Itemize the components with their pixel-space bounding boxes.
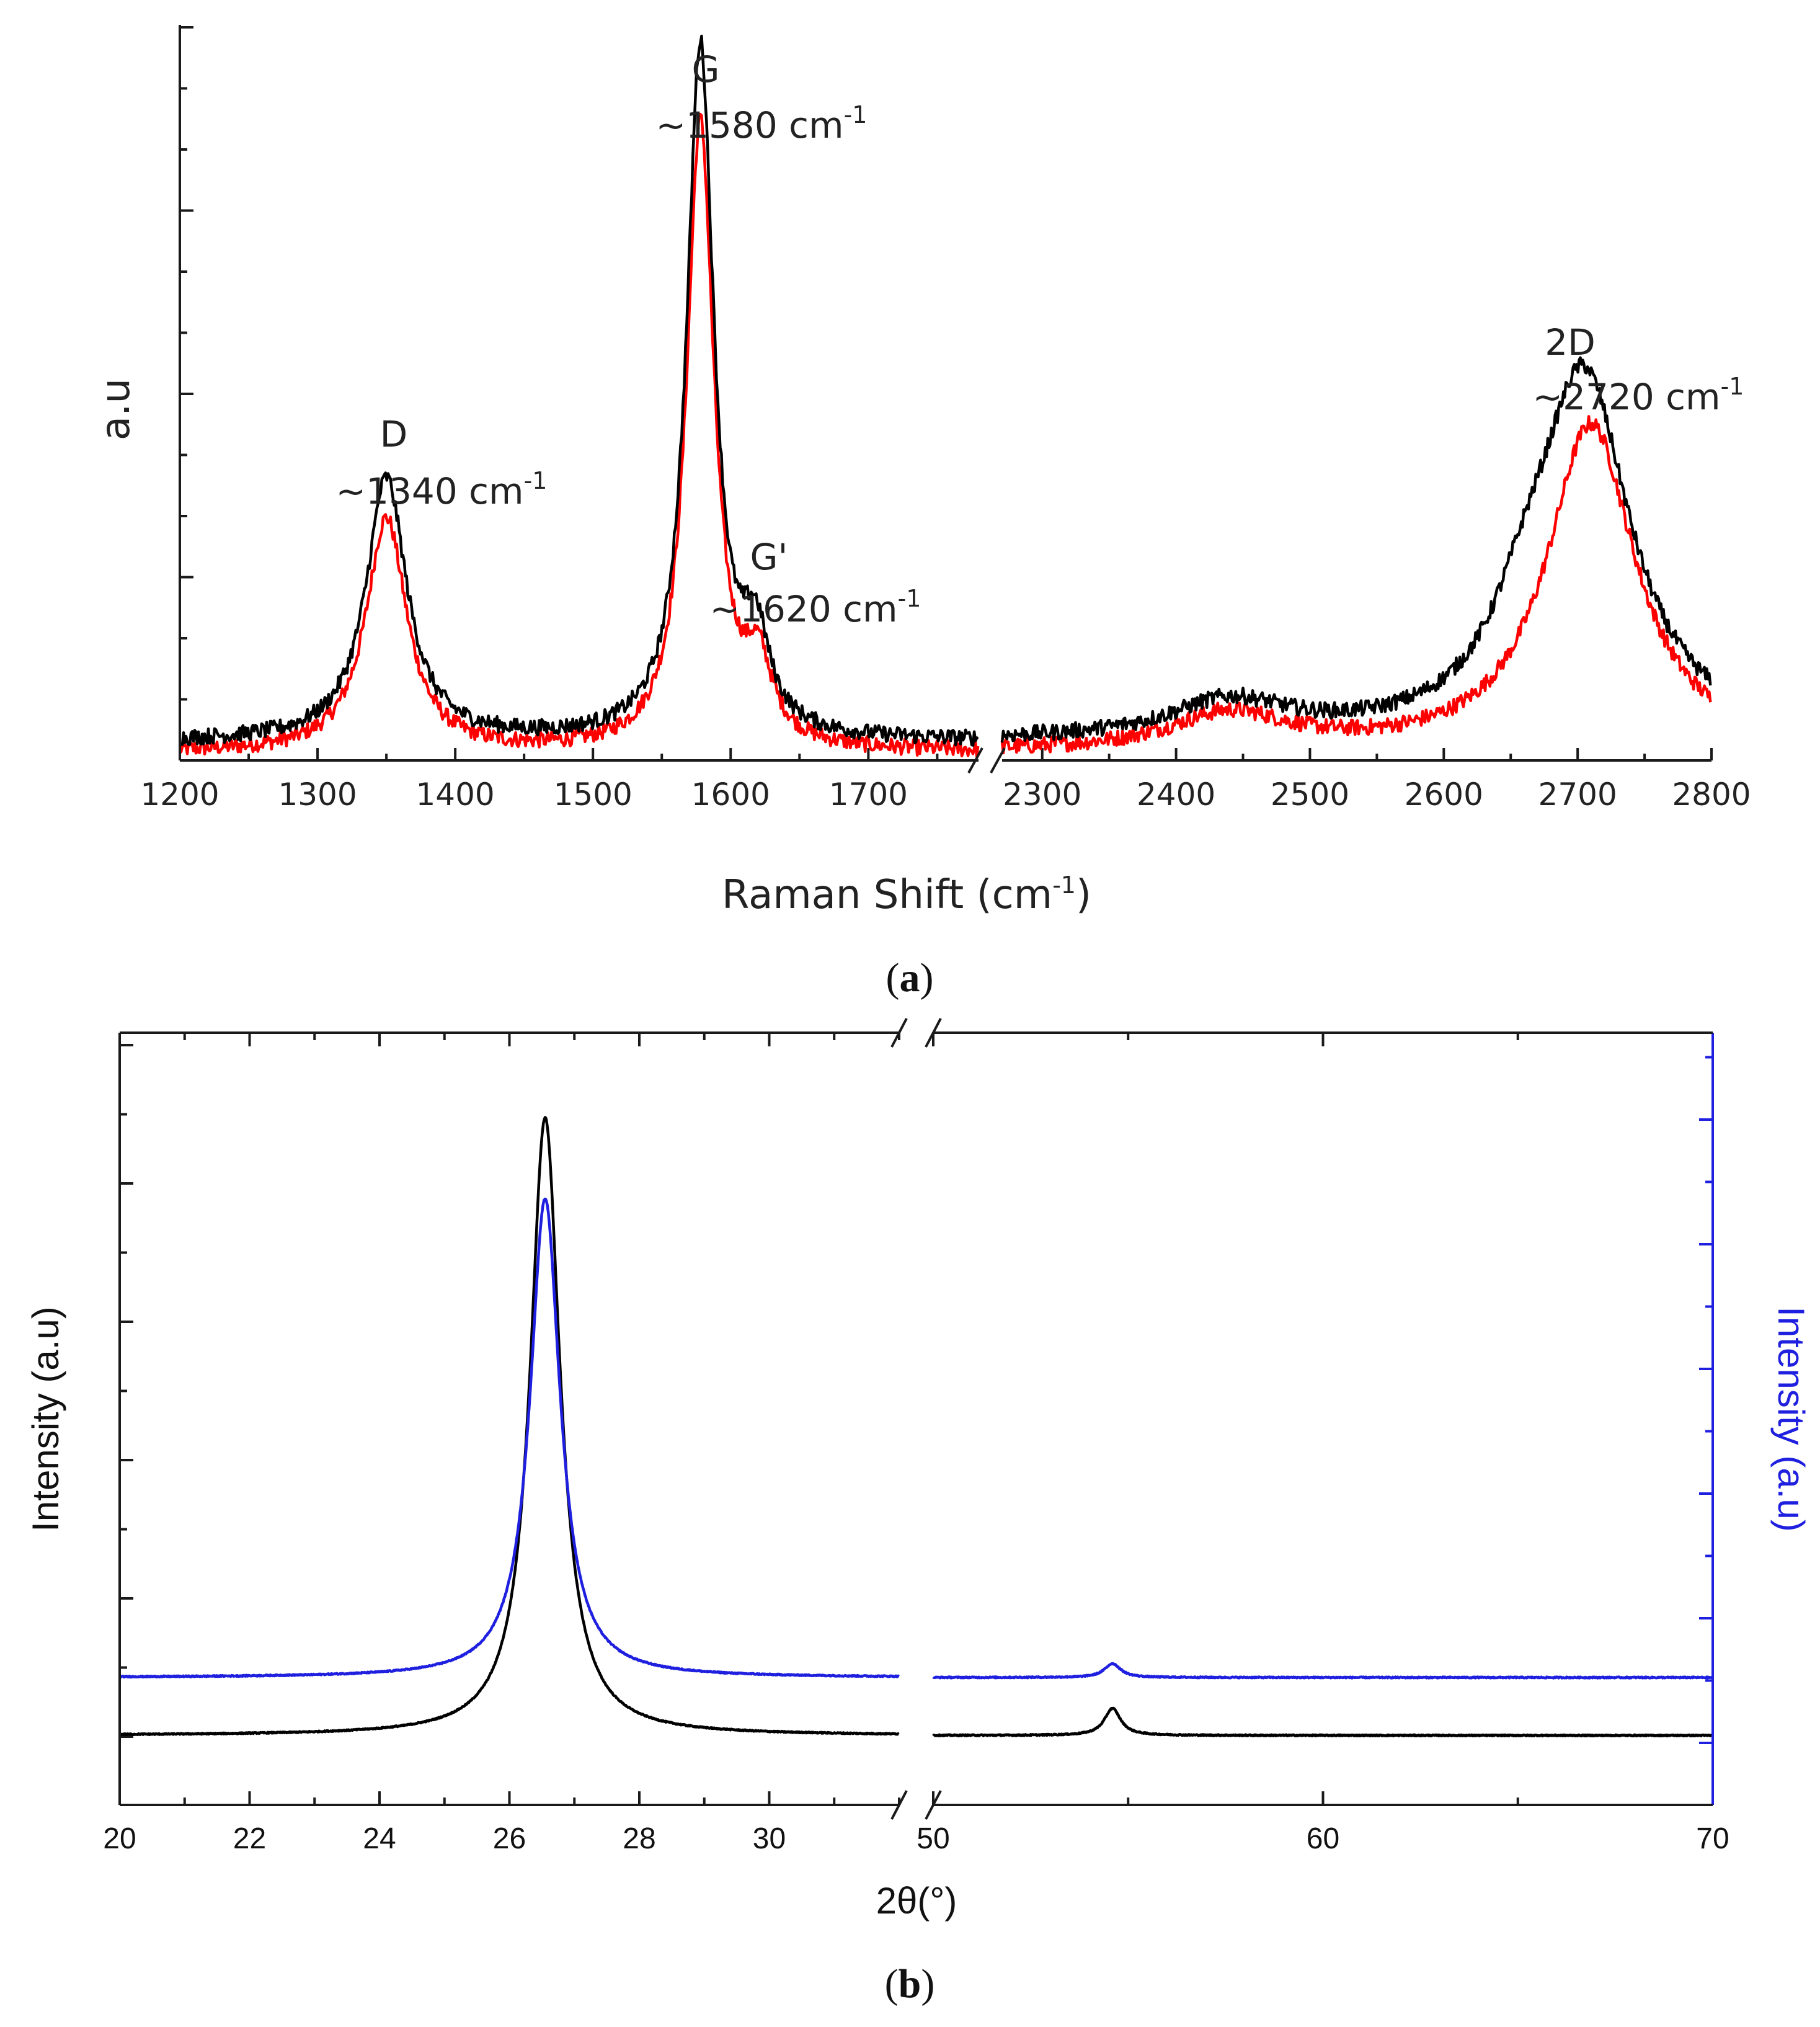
panel-a-series-sample-1-seg1 [1000, 356, 1712, 743]
panel-a-series-sample-2-seg1 [1000, 415, 1712, 755]
svg-text:~1340 cm-1: ~1340 cm-1 [336, 467, 548, 512]
panel-b-axis-break-top [890, 1018, 942, 1048]
panel-a-x-tick-label: 1400 [416, 777, 495, 813]
panel-a-x-tick-label: 2300 [1003, 777, 1081, 813]
panel-b-x-tick-label: 50 [917, 1822, 949, 1855]
panel-b-series [118, 1116, 1713, 1738]
panel-a-x-tick-label: 1600 [691, 777, 770, 813]
panel-b-x-tick-label: 24 [363, 1822, 396, 1855]
panel-a-x-tick-label: 2700 [1538, 777, 1617, 813]
panel-a-x-tick-label: 2600 [1405, 777, 1483, 813]
panel-b-x-label: 2θ(°) [876, 1880, 957, 1922]
panel-a-x-tick-label: 2400 [1137, 777, 1215, 813]
panel-a-x-tick-label: 2500 [1271, 777, 1349, 813]
svg-text:D: D [380, 413, 408, 455]
panel-a-x-tick-label: 1500 [554, 777, 633, 813]
panel-a-label: (a) [886, 955, 934, 1000]
panel-a-series-sample-1-seg0 [179, 34, 979, 747]
panel-a-annotation-G: G ~1580 cm-1 [656, 48, 868, 146]
svg-text:G: G [692, 48, 720, 91]
panel-a: 1200 1300 1400 1500 1600 1700 2300 2400 2500 2600… [93, 25, 1751, 1000]
panel-b-series-left-axis-series-seg0 [118, 1116, 900, 1737]
panel-b-y-label-right: Intensity (a.u) [1770, 1306, 1812, 1532]
svg-text:~1580 cm-1: ~1580 cm-1 [656, 101, 868, 146]
panel-a-annotation-D: D ~1340 cm-1 [336, 413, 548, 512]
panel-b-x-tick-label: 30 [753, 1822, 786, 1855]
panel-b-x-tick-label: 70 [1696, 1822, 1729, 1855]
panel-a-x-tick-label: 1700 [829, 777, 908, 813]
panel-a-annotation-2D: 2D ~2720 cm-1 [1533, 321, 1744, 418]
svg-text:~2720 cm-1: ~2720 cm-1 [1533, 373, 1744, 418]
panel-a-x-tick-label: 1300 [278, 777, 357, 813]
svg-text:2D: 2D [1545, 321, 1596, 363]
panel-b-series-right-axis-series-seg0 [118, 1197, 900, 1679]
panel-a-x-tick-label: 2800 [1672, 777, 1751, 813]
panel-b: 20 22 24 26 28 30 50 60 70 2θ(°) Intensity (a.u)… [25, 1018, 1812, 2007]
panel-a-annotation-G-prime: G' ~1620 cm-1 [710, 536, 921, 630]
panel-b-x-tick-label: 22 [233, 1822, 266, 1855]
panel-a-axis-break [967, 747, 1006, 773]
panel-b-x-tick-label: 20 [103, 1822, 136, 1855]
panel-b-x-tick-label: 28 [623, 1822, 655, 1855]
panel-a-y-label: a.u [93, 378, 139, 440]
panel-b-tick-labels: 20 22 24 26 28 30 50 60 70 [103, 1822, 1729, 1855]
svg-text:~1620 cm-1: ~1620 cm-1 [710, 585, 921, 630]
panel-b-axis-break-bottom [890, 1790, 942, 1820]
panel-b-x-tick-label: 60 [1307, 1822, 1339, 1855]
panel-a-ticks [179, 26, 1713, 762]
panel-a-x-tick-label: 1200 [140, 777, 219, 813]
panel-a-tick-labels: 1200 1300 1400 1500 1600 1700 2300 2400 2500 2600… [140, 777, 1751, 813]
panel-a-series [178, 34, 1712, 758]
panel-b-series-right-axis-series-seg1 [932, 1662, 1713, 1680]
panel-b-ticks [118, 1033, 1714, 1805]
panel-b-y-label-left: Intensity (a.u) [25, 1306, 66, 1532]
panel-b-x-tick-label: 26 [493, 1822, 526, 1855]
svg-text:G': G' [750, 536, 788, 578]
panel-b-series-left-axis-series-seg1 [932, 1706, 1713, 1738]
panel-b-label: (b) [885, 1961, 935, 2007]
panel-a-series-sample-2-seg0 [178, 112, 980, 758]
panel-a-x-label: Raman Shift (cm-1) [722, 871, 1091, 918]
